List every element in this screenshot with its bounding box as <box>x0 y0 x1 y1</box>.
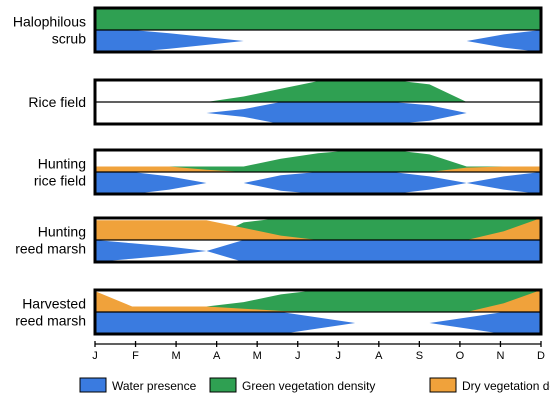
row-label: reed marsh <box>15 241 86 257</box>
water-presence-area <box>95 312 541 334</box>
water-presence-area <box>95 240 541 262</box>
month-label: S <box>416 350 423 362</box>
legend-item-dry: Dry vegetation density <box>429 377 550 393</box>
panel-1: Rice field <box>28 78 543 126</box>
month-label: N <box>496 350 504 362</box>
legend-label: Green vegetation density <box>242 379 375 393</box>
water-presence-area <box>95 30 541 52</box>
green-vegetation-area <box>95 218 541 240</box>
dry-vegetation-area <box>95 166 541 172</box>
legend-item-green: Green vegetation density <box>209 377 375 393</box>
water-presence-area <box>95 102 541 124</box>
month-label: J <box>336 350 342 362</box>
legend-swatch <box>79 377 107 393</box>
panel-frame <box>93 148 543 196</box>
row-label: scrub <box>52 31 86 47</box>
row-label: Rice field <box>28 94 86 110</box>
legend-swatch <box>429 377 457 393</box>
month-label: F <box>132 350 139 362</box>
row-label: Hunting <box>38 156 86 172</box>
month-label: A <box>213 350 221 362</box>
month-label: O <box>456 350 465 362</box>
legend-swatch <box>209 377 237 393</box>
panel-frame <box>93 288 543 336</box>
month-label: M <box>172 350 181 362</box>
row-label: Halophilous <box>13 14 86 30</box>
month-label: A <box>375 350 383 362</box>
month-label: M <box>253 350 262 362</box>
row-label: reed marsh <box>15 313 86 329</box>
month-label: J <box>92 350 98 362</box>
water-presence-area <box>95 172 541 194</box>
green-vegetation-area <box>95 80 541 102</box>
row-label: Harvested <box>22 296 86 312</box>
panel-frame <box>93 78 543 126</box>
legend-item-water: Water presence <box>79 377 197 393</box>
legend-label: Water presence <box>112 379 197 393</box>
row-label: rice field <box>34 173 86 189</box>
month-label: J <box>295 350 301 362</box>
panel-frame <box>93 216 543 264</box>
legend-label: Dry vegetation density <box>462 379 550 393</box>
green-vegetation-area <box>95 8 541 30</box>
green-vegetation-area <box>95 150 541 172</box>
dry-vegetation-area <box>95 290 541 312</box>
legend: Water presence Green vegetation density Dr… <box>79 377 550 393</box>
row-label: Hunting <box>38 224 86 240</box>
dry-vegetation-area <box>95 218 541 240</box>
panel-frame <box>93 6 543 54</box>
month-label: D <box>537 350 545 362</box>
